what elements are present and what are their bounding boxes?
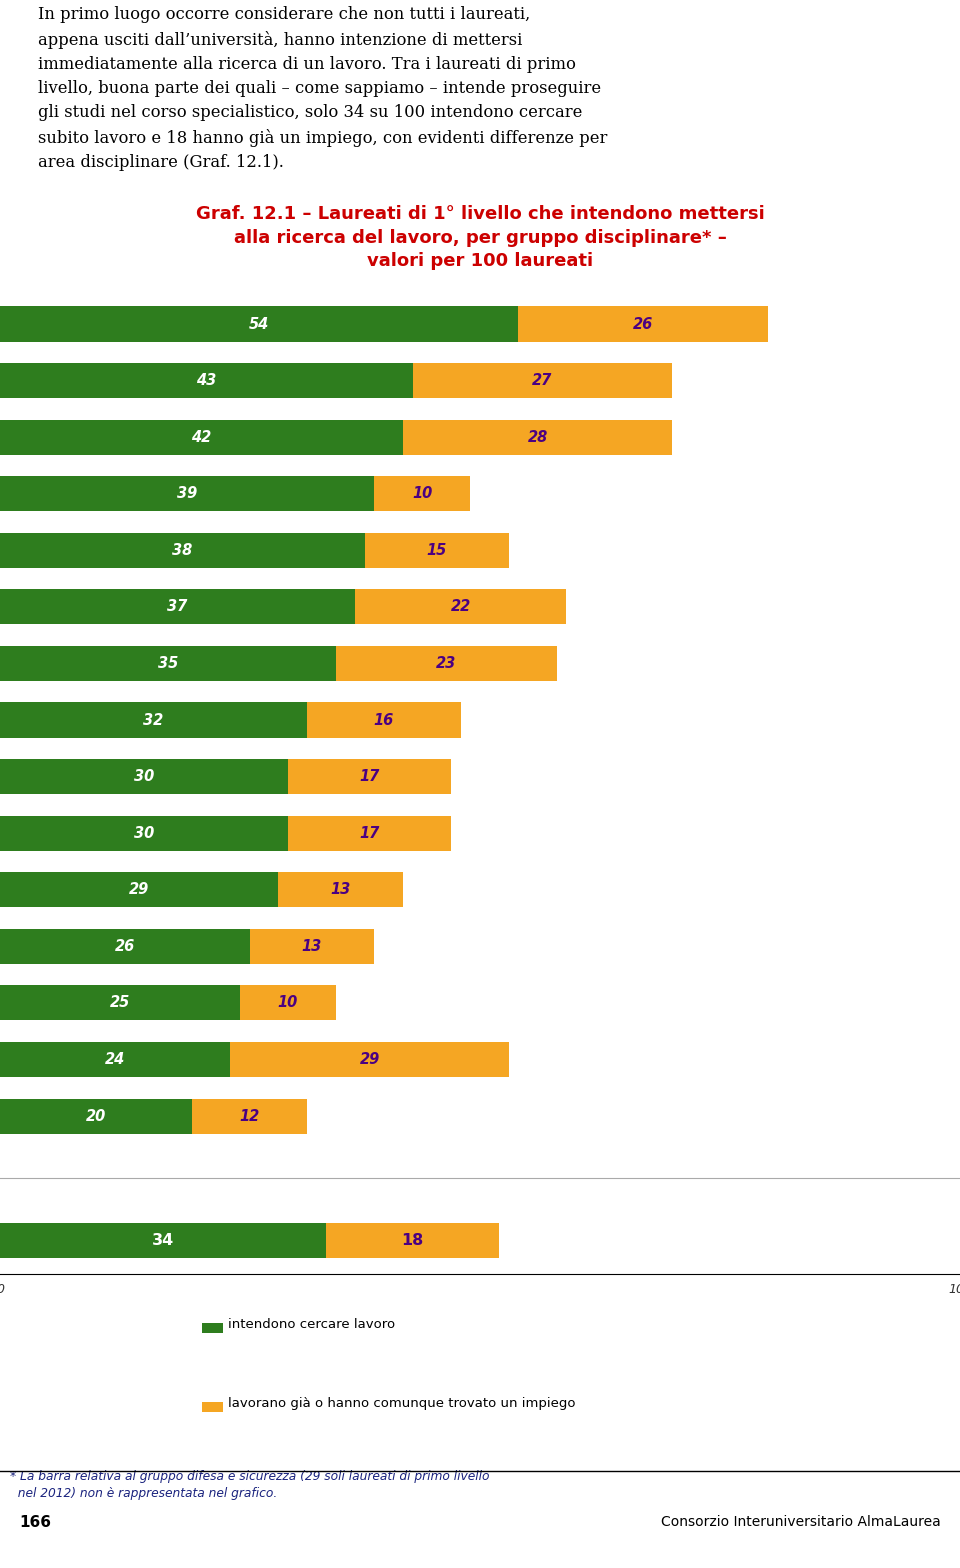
Text: 25: 25: [109, 996, 131, 1010]
Text: 23: 23: [436, 655, 457, 671]
Text: 39: 39: [177, 486, 198, 502]
Bar: [0, 1099, 192, 1134]
Bar: [355, 590, 566, 624]
Bar: [192, 1099, 307, 1134]
Bar: [0, 306, 518, 342]
Text: 28: 28: [527, 430, 548, 445]
Text: 17: 17: [359, 826, 380, 840]
Bar: [0, 928, 250, 964]
Bar: [0, 872, 278, 908]
Bar: [0, 1041, 230, 1077]
Bar: [307, 702, 461, 737]
Text: 24: 24: [105, 1052, 126, 1066]
Bar: [326, 1223, 499, 1258]
Bar: [0, 590, 355, 624]
Text: 17: 17: [359, 770, 380, 784]
Text: 32: 32: [143, 712, 164, 728]
Bar: [336, 646, 557, 681]
Text: 42: 42: [191, 430, 212, 445]
Text: 27: 27: [532, 373, 553, 389]
Text: 20: 20: [85, 1109, 107, 1124]
Text: 43: 43: [196, 373, 217, 389]
Text: 34: 34: [152, 1232, 175, 1248]
Bar: [0, 477, 374, 511]
Text: Graf. 12.1 – Laureati di 1° livello che intendono mettersi
alla ricerca del lavo: Graf. 12.1 – Laureati di 1° livello che …: [196, 205, 764, 270]
Text: intendono cercare lavoro: intendono cercare lavoro: [228, 1317, 395, 1331]
Text: 166: 166: [19, 1515, 51, 1530]
Text: 13: 13: [330, 883, 351, 897]
Text: lavorano già o hanno comunque trovato un impiego: lavorano già o hanno comunque trovato un…: [228, 1397, 575, 1410]
Bar: [288, 759, 451, 793]
Text: 16: 16: [373, 712, 395, 728]
Bar: [413, 364, 672, 398]
Bar: [0, 646, 336, 681]
Bar: [202, 1402, 223, 1413]
Text: 15: 15: [426, 543, 447, 558]
Bar: [518, 306, 768, 342]
Text: Consorzio Interuniversitario AlmaLaurea: Consorzio Interuniversitario AlmaLaurea: [661, 1515, 941, 1529]
Text: 26: 26: [114, 939, 135, 953]
Bar: [288, 815, 451, 851]
Text: 100: 100: [948, 1283, 960, 1295]
Text: 29: 29: [359, 1052, 380, 1066]
Bar: [278, 872, 403, 908]
Bar: [0, 702, 307, 737]
Text: 30: 30: [133, 826, 155, 840]
Text: 37: 37: [167, 599, 188, 615]
Text: 10: 10: [277, 996, 299, 1010]
Bar: [374, 477, 470, 511]
Text: 10: 10: [412, 486, 433, 502]
Text: 29: 29: [129, 883, 150, 897]
Text: 26: 26: [633, 317, 654, 331]
Bar: [0, 985, 240, 1021]
Text: 22: 22: [450, 599, 471, 615]
Text: 12: 12: [239, 1109, 260, 1124]
Bar: [250, 928, 374, 964]
Bar: [230, 1041, 509, 1077]
Text: 38: 38: [172, 543, 193, 558]
Text: In primo luogo occorre considerare che non tutti i laureati,
appena usciti dall’: In primo luogo occorre considerare che n…: [38, 6, 608, 171]
Bar: [0, 815, 288, 851]
Text: 30: 30: [133, 770, 155, 784]
Bar: [0, 420, 403, 455]
Bar: [202, 1323, 223, 1333]
Bar: [0, 1223, 326, 1258]
Bar: [0, 364, 413, 398]
Text: 18: 18: [401, 1232, 424, 1248]
Bar: [0, 759, 288, 793]
Bar: [365, 533, 509, 568]
Bar: [240, 985, 336, 1021]
Text: 0: 0: [0, 1283, 4, 1295]
Text: * La barra relativa al gruppo difesa e sicurezza (29 soli laureati di primo live: * La barra relativa al gruppo difesa e s…: [10, 1469, 489, 1499]
Text: 35: 35: [157, 655, 179, 671]
Bar: [0, 533, 365, 568]
Text: 13: 13: [301, 939, 323, 953]
Text: 54: 54: [249, 317, 270, 331]
Bar: [403, 420, 672, 455]
